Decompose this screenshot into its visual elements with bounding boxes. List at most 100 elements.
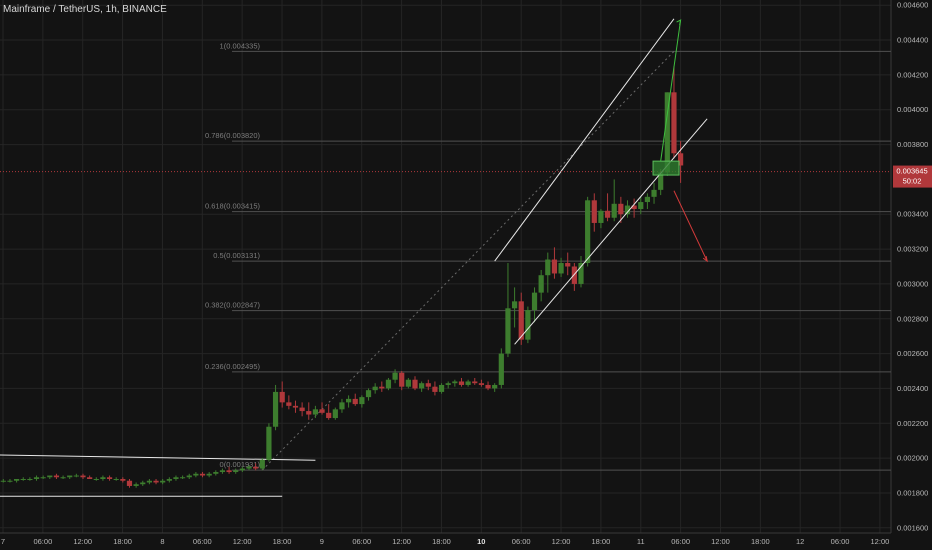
candle-body	[399, 372, 405, 387]
candle-body	[213, 472, 219, 474]
current-price-value: 0.003645	[896, 167, 927, 176]
candle-body	[20, 479, 26, 481]
candle-body	[585, 200, 591, 264]
candle-body	[146, 480, 152, 483]
candle-body	[638, 202, 644, 210]
bearish-arrow-head	[702, 256, 708, 263]
candle-body	[658, 172, 664, 190]
entry-zone	[652, 160, 680, 176]
y-tick-label: 0.004400	[897, 36, 928, 45]
candle-body	[140, 482, 146, 485]
candle-body	[312, 409, 318, 415]
candle-body	[432, 386, 438, 392]
candle-body	[512, 301, 518, 309]
candle-body	[385, 379, 392, 389]
candle-body	[246, 466, 252, 469]
candle-body	[631, 205, 637, 210]
x-tick-label: 06:00	[671, 537, 690, 546]
candle-body	[53, 475, 60, 478]
candle-body	[644, 196, 650, 203]
y-tick-label: 0.004600	[897, 1, 928, 10]
candle-body	[67, 475, 73, 478]
candle-body	[452, 381, 458, 384]
fib-level-label: 0(0.001931)	[220, 460, 261, 469]
candle-body	[292, 405, 299, 408]
candle-countdown: 50:02	[903, 177, 922, 186]
candle-body	[678, 153, 684, 166]
bullish-projection-arrow	[660, 19, 682, 162]
candle-body	[671, 92, 677, 154]
candle-body	[166, 479, 172, 481]
candle-body	[106, 477, 113, 480]
resistance-line	[0, 454, 316, 461]
candle-body	[306, 411, 312, 415]
candle-body	[339, 402, 345, 410]
candle-body	[73, 475, 79, 477]
candle-body	[379, 386, 385, 389]
candle-body	[233, 470, 239, 473]
candle-body	[253, 466, 259, 469]
candle-body	[458, 381, 465, 385]
channel-upper-line	[494, 18, 675, 262]
fib-level-label: 0.236(0.002495)	[205, 362, 261, 371]
y-tick-label: 0.002800	[897, 314, 928, 323]
candle-body	[126, 480, 133, 486]
candle-body	[33, 477, 40, 480]
candle-body	[565, 263, 571, 267]
x-tick-label: 7	[1, 537, 5, 546]
candle-body	[478, 383, 484, 385]
current-price-badge	[893, 165, 932, 188]
candle-body	[591, 200, 597, 223]
bullish-arrow-head	[676, 19, 682, 26]
candle-body	[438, 384, 445, 392]
x-tick-label: 06:00	[193, 537, 212, 546]
candle-body	[206, 473, 212, 476]
y-tick-label: 0.003200	[897, 245, 928, 254]
candle-body	[498, 353, 504, 385]
candle-body	[352, 398, 358, 405]
candle-body	[173, 477, 179, 480]
y-tick-label: 0.003000	[897, 279, 928, 288]
candle-body	[525, 310, 531, 340]
y-tick-label: 0.003400	[897, 210, 928, 219]
candle-body	[199, 473, 206, 476]
y-tick-label: 0.001600	[897, 523, 928, 532]
candle-body	[80, 475, 86, 478]
x-tick-label: 18:00	[113, 537, 132, 546]
x-tick-label: 06:00	[352, 537, 371, 546]
x-tick-label: 18:00	[432, 537, 451, 546]
x-tick-label: 06:00	[831, 537, 850, 546]
fib-level-label: 0.382(0.002847)	[205, 301, 261, 310]
candle-body	[445, 383, 451, 385]
candle-body	[538, 275, 544, 293]
x-tick-label: 12:00	[392, 537, 411, 546]
candle-body	[545, 259, 551, 276]
candle-body	[279, 391, 285, 403]
candle-body	[272, 391, 279, 427]
candle-body	[651, 189, 657, 197]
candle-body	[492, 384, 498, 389]
candle-body	[485, 384, 491, 389]
x-tick-label: 12:00	[711, 537, 730, 546]
x-tick-label: 8	[160, 537, 164, 546]
candle-body	[611, 203, 617, 218]
candle-body	[47, 475, 53, 478]
candle-body	[598, 210, 604, 223]
candle-body	[186, 475, 192, 478]
candle-body	[266, 426, 272, 460]
y-tick-label: 0.002400	[897, 384, 928, 393]
x-tick-label: 06:00	[512, 537, 531, 546]
candle-body	[505, 308, 511, 354]
x-tick-label: 18:00	[751, 537, 770, 546]
candle-body	[578, 263, 584, 284]
candle-body	[551, 259, 558, 274]
candle-body	[120, 479, 126, 481]
candle-body	[180, 477, 186, 479]
candle-body	[193, 473, 199, 476]
fib-level-label: 0.5(0.003131)	[213, 251, 260, 260]
candle-body	[558, 263, 564, 274]
candle-body	[60, 477, 66, 479]
candle-body	[392, 372, 398, 380]
